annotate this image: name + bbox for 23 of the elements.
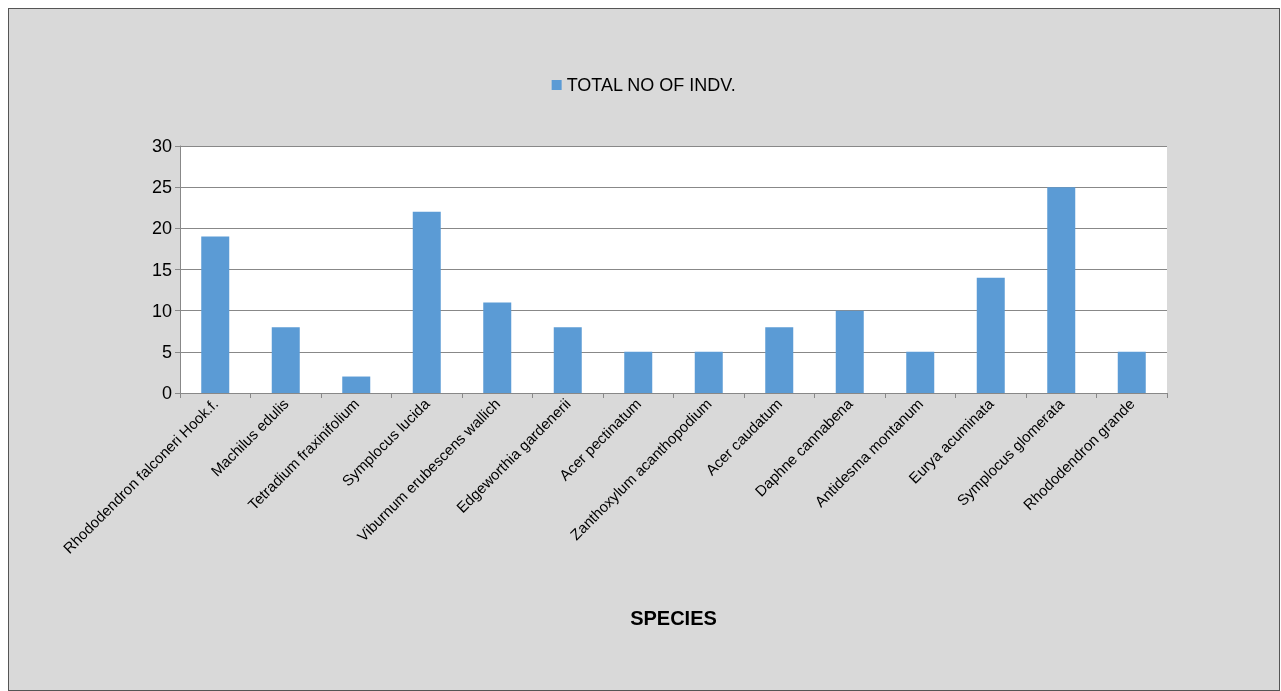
bar — [835, 310, 864, 393]
legend-label: TOTAL NO OF INDV. — [566, 75, 736, 95]
bar — [553, 327, 582, 393]
bar — [624, 351, 653, 393]
y-tick-label: 15 — [151, 259, 172, 280]
bar — [342, 376, 371, 393]
y-tick-label: 20 — [151, 218, 172, 239]
y-tick-label: 25 — [151, 177, 172, 198]
y-tick-label: 5 — [161, 341, 172, 362]
y-tick-label: 10 — [151, 300, 172, 321]
y-tick-label: 0 — [161, 383, 172, 403]
bar — [765, 327, 794, 393]
bar — [906, 351, 935, 393]
bar — [694, 351, 723, 393]
bar — [1117, 351, 1146, 393]
y-tick-label: 30 — [151, 136, 172, 156]
bar — [201, 236, 230, 393]
bar — [483, 302, 512, 393]
bar — [412, 211, 441, 393]
x-axis-title: SPECIES — [630, 607, 717, 629]
bar — [271, 327, 300, 393]
bar — [976, 277, 1005, 393]
bar — [1047, 187, 1076, 393]
